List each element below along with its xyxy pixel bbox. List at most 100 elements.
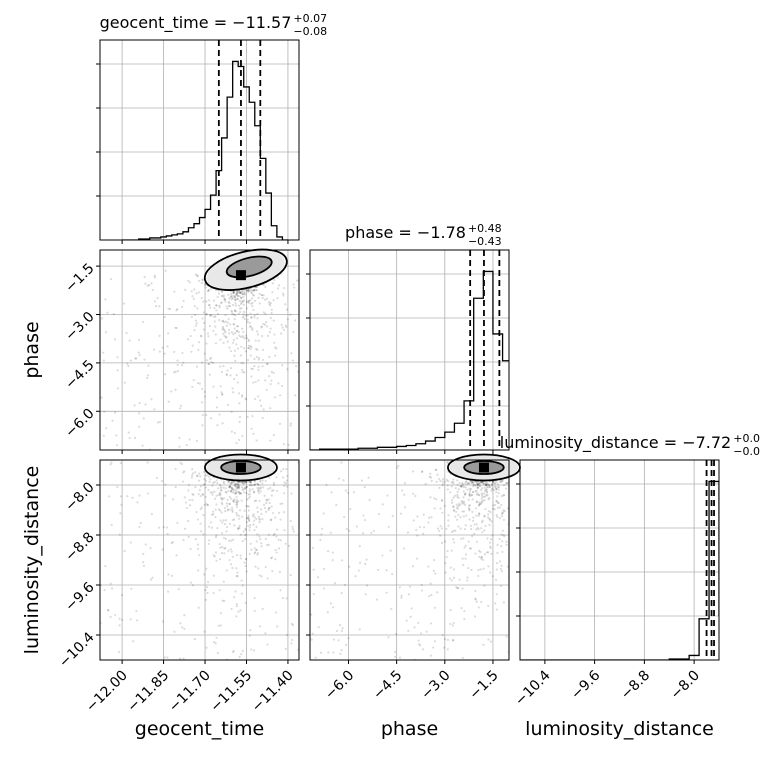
- hist-lum-dist-title: luminosity_distance = −7.72: [500, 433, 731, 453]
- scatter-phase-lum-dist-point: [477, 493, 481, 497]
- scatter-geocent-phase-point: [209, 356, 213, 359]
- scatter-geocent-phase-point: [193, 304, 197, 308]
- scatter-phase-lum-dist-point: [490, 552, 493, 555]
- scatter-phase-lum-dist-point: [445, 527, 448, 531]
- scatter-geocent-lum-dist-point: [241, 488, 245, 491]
- scatter-geocent-phase-point: [221, 328, 224, 331]
- scatter-geocent-lum-dist-point: [235, 491, 238, 494]
- scatter-geocent-phase-point: [214, 333, 217, 336]
- scatter-geocent-phase-point: [269, 439, 272, 442]
- scatter-geocent-phase-point: [239, 291, 242, 294]
- scatter-phase-lum-dist-point: [483, 529, 486, 532]
- scatter-phase-lum-dist-point: [464, 524, 467, 527]
- scatter-geocent-lum-dist-point: [253, 528, 256, 532]
- scatter-phase-lum-dist-point: [501, 511, 504, 514]
- scatter-geocent-phase-point: [235, 441, 238, 445]
- scatter-geocent-lum-dist-point: [254, 499, 258, 502]
- scatter-geocent-lum-dist-point: [163, 656, 166, 659]
- scatter-geocent-lum-dist-point: [187, 489, 190, 492]
- scatter-geocent-phase-point: [221, 320, 224, 323]
- scatter-geocent-phase-point: [133, 436, 137, 440]
- scatter-phase-lum-dist-point: [452, 576, 456, 579]
- scatter-geocent-phase-point: [213, 320, 216, 323]
- hist-lum-dist-frame: [519, 459, 720, 661]
- scatter-phase-lum-dist-point: [450, 485, 453, 488]
- scatter-geocent-phase-point: [243, 317, 246, 321]
- scatter-geocent-phase-point: [245, 307, 248, 310]
- scatter-phase-lum-dist-point: [450, 549, 453, 552]
- scatter-geocent-phase-point: [176, 370, 179, 373]
- scatter-geocent-lum-dist-point: [228, 522, 231, 525]
- scatter-geocent-lum-dist-point: [174, 467, 177, 470]
- scatter-phase-lum-dist-point: [498, 537, 501, 541]
- scatter-geocent-lum-dist-point: [180, 462, 184, 466]
- scatter-geocent-phase-point: [250, 375, 253, 378]
- scatter-geocent-phase-point: [221, 393, 224, 396]
- scatter-phase-lum-dist-point: [484, 483, 487, 487]
- scatter-geocent-phase-point: [192, 297, 195, 300]
- scatter-geocent-phase-point: [195, 365, 199, 368]
- scatter-geocent-lum-dist-point: [277, 538, 280, 541]
- scatter-geocent-lum-dist-point: [243, 481, 247, 484]
- scatter-geocent-lum-dist-point: [220, 511, 223, 514]
- scatter-geocent-lum-dist-point: [290, 642, 293, 645]
- scatter-geocent-phase-point: [269, 301, 272, 305]
- scatter-phase-lum-dist-point: [488, 484, 491, 487]
- scatter-geocent-phase-point: [150, 282, 153, 285]
- scatter-phase-lum-dist-point: [428, 595, 431, 598]
- scatter-geocent-phase-point: [250, 316, 253, 319]
- scatter-phase-lum-dist-point: [493, 503, 497, 507]
- scatter-phase-lum-dist-point: [448, 577, 452, 580]
- scatter-geocent-lum-dist-point: [220, 532, 224, 535]
- scatter-geocent-phase-point: [264, 312, 267, 315]
- scatter-geocent-phase-point: [293, 286, 296, 289]
- scatter-geocent-lum-dist-point: [225, 569, 228, 572]
- scatter-geocent-phase-point: [115, 434, 118, 437]
- scatter-geocent-lum-dist-point: [222, 580, 225, 583]
- scatter-geocent-lum-dist-point: [244, 528, 247, 531]
- scatter-geocent-lum-dist-point: [212, 481, 215, 484]
- scatter-phase-lum-dist-point: [490, 538, 493, 541]
- scatter-phase-lum-dist-point: [327, 651, 330, 654]
- scatter-geocent-phase-point: [229, 350, 233, 353]
- scatter-geocent-phase-point: [137, 351, 140, 354]
- scatter-phase-lum-dist-point: [490, 484, 493, 487]
- scatter-geocent-phase-point: [246, 318, 249, 321]
- scatter-geocent-phase-point: [233, 327, 236, 330]
- scatter-phase-lum-dist-point: [444, 562, 447, 565]
- scatter-geocent-lum-dist-point: [231, 506, 234, 509]
- scatter-geocent-phase-point: [209, 358, 212, 361]
- scatter-phase-lum-dist-point: [460, 485, 463, 488]
- scatter-phase-lum-dist-point: [468, 487, 471, 490]
- scatter-geocent-phase-point: [240, 361, 243, 365]
- scatter-geocent-lum-dist-point: [215, 636, 218, 639]
- scatter-geocent-phase-point: [260, 293, 263, 297]
- scatter-geocent-lum-dist-point: [191, 584, 194, 587]
- scatter-geocent-phase-point: [237, 304, 241, 307]
- scatter-phase-lum-dist-point: [364, 593, 367, 596]
- scatter-phase-lum-dist-point: [436, 527, 440, 530]
- scatter-geocent-phase-point: [215, 304, 218, 307]
- scatter-phase-lum-dist-point: [420, 589, 424, 592]
- scatter-phase-lum-dist-point: [506, 481, 509, 485]
- scatter-geocent-lum-dist-point: [233, 484, 236, 487]
- scatter-geocent-phase-point: [175, 326, 178, 330]
- scatter-phase-lum-dist-point: [468, 493, 471, 496]
- scatter-geocent-phase-point: [279, 394, 282, 397]
- scatter-phase-lum-dist-point: [457, 525, 460, 528]
- scatter-geocent-phase-point: [234, 297, 237, 300]
- scatter-phase-lum-dist-point: [411, 565, 414, 568]
- scatter-geocent-phase-point: [138, 425, 141, 428]
- scatter-geocent-lum-dist-point: [240, 592, 244, 595]
- scatter-phase-lum-dist-point: [436, 591, 439, 594]
- scatter-geocent-phase-point: [210, 314, 213, 317]
- scatter-phase-lum-dist-point: [475, 523, 478, 526]
- scatter-geocent-lum-dist-point: [240, 653, 243, 656]
- scatter-geocent-phase-point: [283, 286, 286, 290]
- scatter-geocent-phase-point: [146, 284, 149, 287]
- scatter-geocent-phase-point: [215, 309, 218, 312]
- scatter-geocent-phase-point: [213, 306, 216, 310]
- scatter-geocent-lum-dist-point: [229, 548, 232, 551]
- scatter-geocent-lum-dist-point: [249, 629, 252, 632]
- scatter-geocent-lum-dist-point: [268, 501, 271, 505]
